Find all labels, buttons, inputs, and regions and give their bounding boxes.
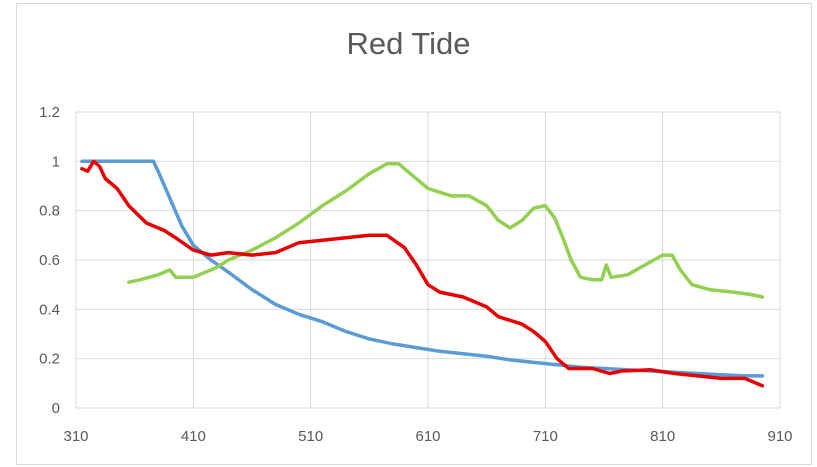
gridlines <box>75 111 781 409</box>
y-tick-label: 0.2 <box>39 351 60 368</box>
y-tick-label: 1 <box>52 153 60 170</box>
y-tick-label: 0 <box>52 400 60 417</box>
x-axis-ticks: 310 410 510 610 710 810 910 <box>63 428 792 445</box>
x-tick-label: 510 <box>298 428 323 445</box>
y-axis-ticks: 0 0.2 0.4 0.6 0.8 1 1.2 <box>39 104 60 417</box>
x-tick-label: 610 <box>415 428 440 445</box>
x-tick-label: 310 <box>63 428 88 445</box>
chart-title: Red Tide <box>346 26 471 61</box>
series-line-2 <box>127 162 765 299</box>
series-layer <box>80 159 765 388</box>
x-tick-label: 710 <box>533 428 558 445</box>
y-tick-label: 0.4 <box>39 301 60 318</box>
series-line-3 <box>80 159 765 388</box>
y-tick-label: 1.2 <box>39 104 60 121</box>
y-tick-label: 0.6 <box>39 252 60 269</box>
chart-frame <box>16 3 812 465</box>
x-tick-label: 410 <box>181 428 206 445</box>
series-line-1 <box>80 159 765 378</box>
x-tick-label: 910 <box>767 428 792 445</box>
x-tick-label: 810 <box>650 428 675 445</box>
y-tick-label: 0.8 <box>39 203 60 220</box>
